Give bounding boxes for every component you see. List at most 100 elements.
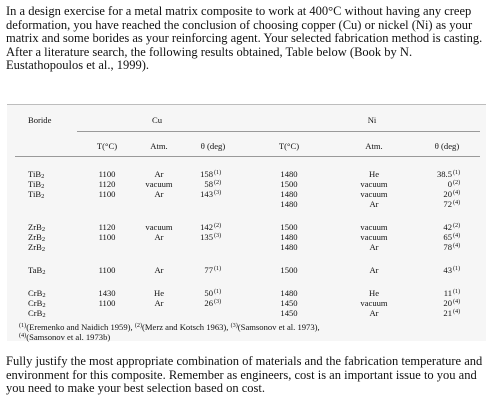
ni-temperature-cell: 1480 [280,288,298,298]
cu-temperature-cell: 1120 [98,179,116,189]
ni-temperature-header: T(°C) [278,141,300,151]
reference-2: (2)(Merz and Kotsch 1963), [134,322,231,332]
ni-atmosphere-cell: vacuum [360,189,388,199]
wettability-table: Boride Cu Ni T(°C) Atm. θ (deg) T(°C) At… [7,104,486,341]
ni-temperature-cell: 1450 [280,298,298,308]
cu-reference-mark: (3) [214,189,222,196]
ni-contact-angle-cell: 0 [447,179,452,189]
ni-contact-angle-cell: 42 [443,222,452,232]
ni-atmosphere-cell: Ar [369,308,379,318]
ni-contact-angle-cell: 43 [443,265,452,275]
cu-contact-angle-cell: 142 [200,222,213,232]
cu-column-header: Cu [151,115,163,125]
boride-cell: ZrB2 [28,242,46,253]
boride-cell: CrB2 [28,308,46,319]
cu-temperature-cell: 1120 [98,222,116,232]
ni-atmosphere-cell: vacuum [360,298,388,308]
cu-temperature-cell: 1100 [98,265,116,275]
cu-atmosphere-cell: Ar [154,265,164,275]
cu-temperature-cell: 1100 [98,232,116,242]
ni-contact-angle-cell: 21 [443,308,452,318]
cu-atmosphere-cell: Ar [154,169,164,179]
cu-reference-mark: (1) [214,288,222,295]
ni-atmosphere-cell: vacuum [360,179,388,189]
ni-temperature-cell: 1480 [280,232,298,242]
ni-contact-angle-cell: 72 [443,199,452,209]
ni-temperature-cell: 1500 [280,265,298,275]
cu-reference-mark: (3) [214,232,222,239]
ni-reference-mark: (4) [453,232,461,239]
cu-atmosphere-cell: Ar [154,232,164,242]
ni-reference-mark: (4) [453,189,461,196]
ni-reference-mark: (4) [453,298,461,305]
cu-atmosphere-cell: He [153,288,165,298]
task-instructions: Fully justify the most appropriate combi… [6,354,483,396]
ni-atmosphere-cell: Ar [369,265,379,275]
boride-column-header: Boride [28,115,52,125]
ni-temperature-cell: 1480 [280,169,298,179]
ni-contact-angle-cell: 20 [443,298,452,308]
cu-reference-mark: (1) [214,265,222,272]
ni-temperature-cell: 1500 [280,179,298,189]
cu-contact-angle-cell: 77 [204,265,213,275]
header-divider-top [77,131,480,132]
ni-contact-angle-cell: 78 [443,242,452,252]
cu-temperature-cell: 1430 [98,288,116,298]
cu-reference-mark: (2) [214,222,222,229]
cu-atmosphere-cell: Ar [154,189,164,199]
reference-1: (1)(Eremenko and Naidich 1959), [19,322,135,332]
boride-cell: CrB2 [28,298,46,309]
ni-temperature-cell: 1450 [280,308,298,318]
ni-reference-mark: (1) [453,265,461,272]
cu-contact-angle-cell: 50 [204,288,213,298]
cu-reference-mark: (1) [214,169,222,176]
cu-temperature-cell: 1100 [98,169,116,179]
ni-atmosphere-cell: He [368,288,380,298]
ni-atmosphere-cell: Ar [369,242,379,252]
cu-contact-angle-cell: 143 [200,189,213,199]
boride-cell: CrB2 [28,288,46,299]
cu-atmosphere-cell: Ar [154,298,164,308]
boride-cell: ZrB2 [28,232,46,243]
ni-reference-mark: (4) [453,242,461,249]
cu-atmosphere-cell: vacuum [145,222,173,232]
boride-cell: TiB2 [28,189,45,200]
cu-temperature-header: T(°C) [96,141,118,151]
ni-column-header: Ni [367,115,377,125]
ni-contact-angle-cell: 38.5 [436,169,452,179]
cu-reference-mark: (3) [214,298,222,305]
boride-cell: TiB2 [28,169,45,180]
ni-contact-angle-cell: 11 [443,288,452,298]
ni-temperature-cell: 1480 [280,242,298,252]
ni-temperature-cell: 1500 [280,222,298,232]
cu-contact-angle-header: θ (deg) [200,141,226,151]
boride-cell: TaB2 [28,265,46,276]
boride-cell: TiB2 [28,179,45,190]
cu-temperature-cell: 1100 [98,298,116,308]
cu-reference-mark: (2) [214,179,222,186]
table-references: (1)(Eremenko and Naidich 1959), (2)(Merz… [19,322,485,342]
cu-atmosphere-cell: vacuum [145,179,173,189]
cu-contact-angle-cell: 158 [200,169,213,179]
cu-contact-angle-cell: 58 [204,179,213,189]
ni-reference-mark: (1) [453,169,461,176]
ni-atmosphere-cell: Ar [369,199,379,209]
cu-contact-angle-cell: 135 [200,232,213,242]
cu-atmosphere-header: Atm. [150,141,168,151]
ni-atmosphere-cell: vacuum [360,222,388,232]
ni-temperature-cell: 1480 [280,189,298,199]
ni-atmosphere-header: Atm. [365,141,383,151]
ni-atmosphere-cell: vacuum [360,232,388,242]
ni-contact-angle-cell: 65 [443,232,452,242]
reference-4: (4)(Samsonov et al. 1973b) [19,332,111,343]
cu-temperature-cell: 1100 [98,189,116,199]
header-divider-bottom [15,156,480,157]
ni-reference-mark: (2) [453,179,461,186]
ni-reference-mark: (4) [453,308,461,315]
boride-cell: ZrB2 [28,222,46,233]
ni-temperature-cell: 1480 [280,199,298,209]
reference-3: (3)(Samsonov et al. 1973), [230,322,320,332]
ni-reference-mark: (2) [453,222,461,229]
ni-reference-mark: (4) [453,199,461,206]
ni-reference-mark: (1) [453,288,461,295]
